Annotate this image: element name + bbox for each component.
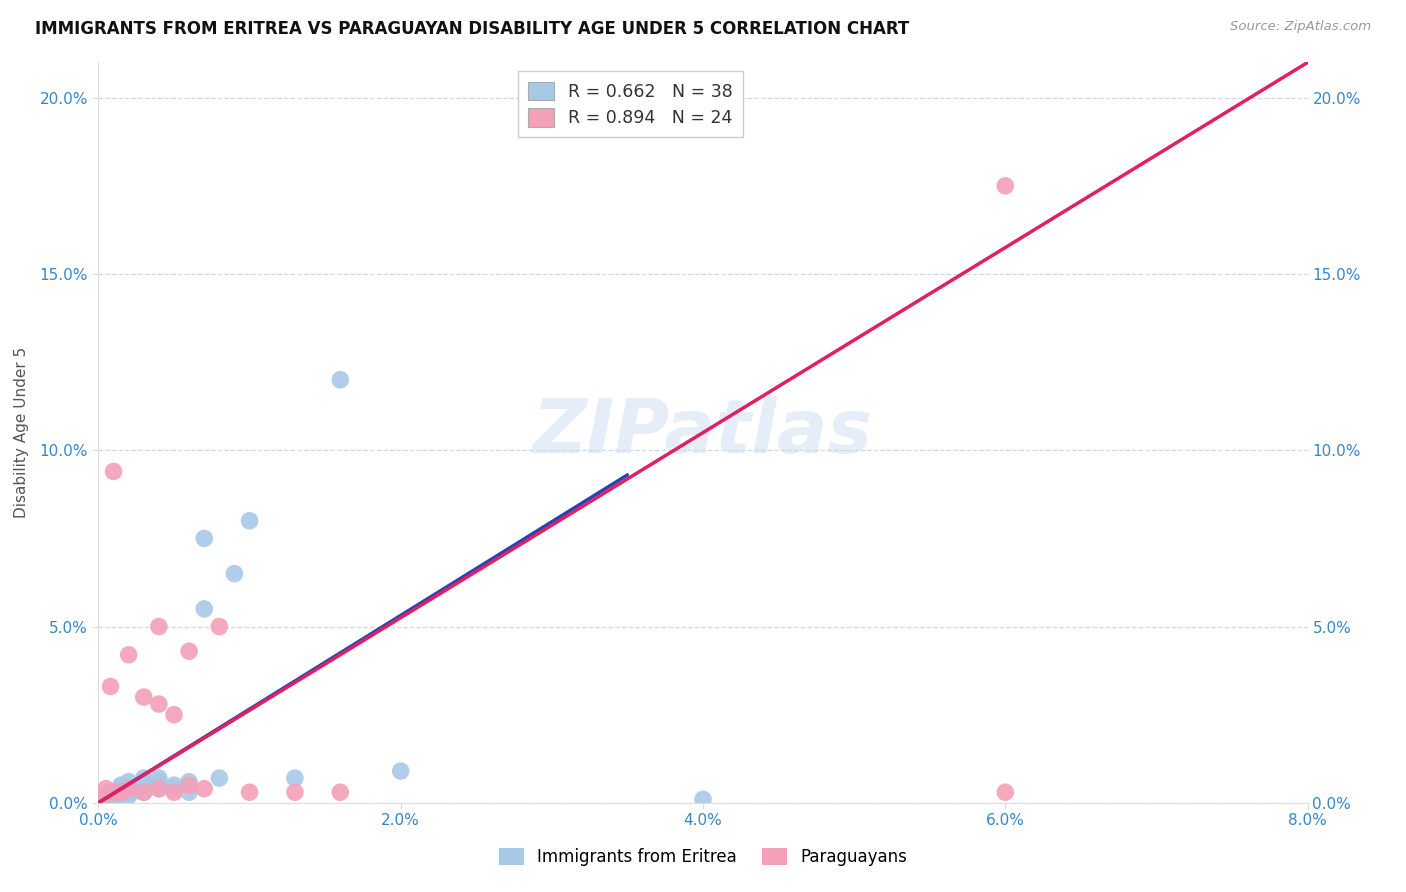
- Point: [148, 774, 170, 789]
- Point: [118, 648, 141, 662]
- Point: [111, 785, 134, 799]
- Point: [179, 644, 201, 658]
- Point: [148, 697, 170, 711]
- Point: [239, 785, 262, 799]
- Point: [132, 690, 155, 704]
- Text: IMMIGRANTS FROM ERITREA VS PARAGUAYAN DISABILITY AGE UNDER 5 CORRELATION CHART: IMMIGRANTS FROM ERITREA VS PARAGUAYAN DI…: [35, 20, 910, 37]
- Point: [148, 771, 170, 785]
- Point: [179, 778, 201, 792]
- Point: [163, 707, 186, 722]
- Point: [329, 373, 352, 387]
- Point: [132, 771, 155, 785]
- Point: [118, 781, 141, 796]
- Point: [103, 785, 125, 799]
- Point: [224, 566, 246, 581]
- Point: [108, 781, 131, 796]
- Point: [110, 785, 132, 799]
- Point: [179, 785, 201, 799]
- Point: [132, 785, 155, 799]
- Point: [208, 771, 231, 785]
- Point: [118, 789, 141, 803]
- Point: [110, 778, 132, 792]
- Point: [118, 781, 141, 796]
- Text: ZIPatlas: ZIPatlas: [533, 396, 873, 469]
- Point: [193, 781, 215, 796]
- Point: [148, 781, 170, 796]
- Legend: Immigrants from Eritrea, Paraguayans: Immigrants from Eritrea, Paraguayans: [492, 841, 914, 873]
- Point: [98, 789, 121, 803]
- Legend: R = 0.662   N = 38, R = 0.894   N = 24: R = 0.662 N = 38, R = 0.894 N = 24: [517, 71, 744, 137]
- Point: [389, 764, 412, 778]
- Point: [179, 774, 201, 789]
- Point: [96, 789, 118, 803]
- Point: [132, 785, 155, 799]
- Point: [208, 619, 231, 633]
- Point: [105, 785, 128, 799]
- Point: [103, 785, 125, 799]
- Point: [100, 785, 122, 799]
- Y-axis label: Disability Age Under 5: Disability Age Under 5: [14, 347, 28, 518]
- Point: [239, 514, 262, 528]
- Point: [118, 774, 141, 789]
- Point: [163, 785, 186, 799]
- Point: [103, 789, 125, 803]
- Point: [94, 792, 117, 806]
- Point: [132, 774, 155, 789]
- Point: [692, 792, 714, 806]
- Point: [103, 464, 125, 478]
- Point: [91, 789, 114, 803]
- Point: [163, 781, 186, 796]
- Point: [91, 789, 114, 803]
- Point: [148, 781, 170, 796]
- Point: [110, 785, 132, 799]
- Point: [994, 785, 1017, 799]
- Point: [193, 602, 215, 616]
- Point: [107, 789, 129, 803]
- Point: [284, 785, 307, 799]
- Point: [132, 778, 155, 792]
- Point: [100, 680, 122, 694]
- Point: [329, 785, 352, 799]
- Point: [94, 781, 117, 796]
- Point: [163, 778, 186, 792]
- Point: [121, 785, 143, 799]
- Point: [193, 532, 215, 546]
- Point: [284, 771, 307, 785]
- Text: Source: ZipAtlas.com: Source: ZipAtlas.com: [1230, 20, 1371, 33]
- Point: [125, 781, 148, 796]
- Point: [148, 619, 170, 633]
- Point: [994, 178, 1017, 193]
